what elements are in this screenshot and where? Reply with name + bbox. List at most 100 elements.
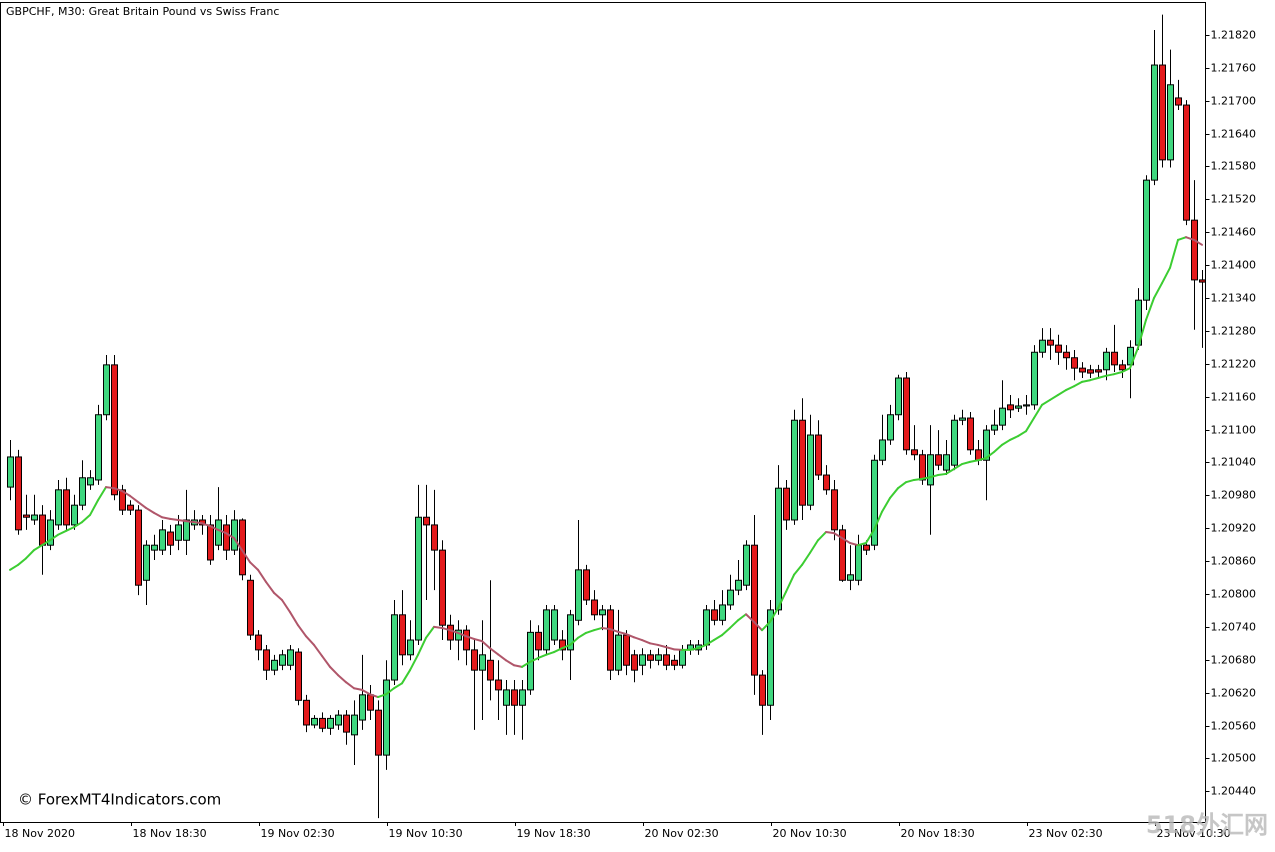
ma-segment — [121, 489, 131, 497]
candle-body — [895, 377, 902, 416]
candle-body — [1103, 351, 1110, 371]
candle-body — [927, 454, 934, 486]
ma-segment — [1121, 367, 1131, 373]
ma-segment — [1113, 370, 1123, 376]
ma-segment — [537, 653, 547, 660]
y-tick-label: 1.21580 — [1211, 160, 1257, 173]
ma-segment — [177, 518, 187, 523]
candle-body — [1007, 404, 1014, 411]
candle-body — [39, 514, 46, 546]
candle-body — [391, 614, 398, 681]
candle-body — [903, 377, 910, 451]
ma-segment — [481, 640, 491, 650]
ma-segment — [857, 542, 867, 547]
ma-segment — [457, 631, 467, 638]
candle-body — [879, 439, 886, 461]
candle-body — [727, 589, 734, 606]
candle-body — [1023, 404, 1030, 407]
ma-segment — [529, 657, 539, 663]
ma-segment — [793, 563, 803, 576]
candle-body — [575, 569, 582, 621]
ma-segment — [649, 642, 659, 646]
y-tick-label: 1.20860 — [1211, 555, 1257, 568]
candle-body — [751, 544, 758, 676]
candle-body — [343, 714, 350, 733]
candle-body — [1199, 279, 1206, 283]
candle-body — [119, 489, 126, 511]
ma-segment — [497, 653, 507, 662]
ma-segment — [89, 499, 99, 517]
candle-body — [559, 639, 566, 651]
ma-segment — [209, 525, 219, 531]
ma-segment — [569, 636, 579, 646]
candle-body — [303, 699, 310, 726]
y-tick-label: 1.21280 — [1211, 325, 1257, 338]
candle-body — [1063, 351, 1070, 359]
candle-body — [23, 514, 30, 518]
ma-segment — [241, 549, 251, 564]
candle-body — [607, 609, 614, 671]
ma-segment — [361, 688, 371, 696]
ma-segment — [761, 620, 771, 632]
ma-segment — [1185, 236, 1195, 241]
candle-body — [375, 709, 382, 756]
ma-segment — [297, 624, 307, 638]
ma-segment — [321, 654, 331, 668]
candle-body — [231, 519, 238, 551]
ma-segment — [865, 528, 875, 545]
candle-body — [447, 624, 454, 641]
candle-body — [783, 487, 790, 521]
ma-segment — [1041, 398, 1051, 406]
candle-body — [15, 456, 22, 531]
x-tick-label: 20 Nov 10:30 — [773, 827, 847, 840]
ma-segment — [57, 529, 67, 536]
ma-segment — [1081, 379, 1091, 383]
candle-body — [991, 424, 998, 431]
ma-segment — [1193, 238, 1203, 246]
candle-body — [1047, 339, 1054, 346]
ma-segment — [625, 632, 635, 639]
ma-segment — [169, 517, 179, 521]
candle-body — [959, 417, 966, 421]
ma-segment — [801, 551, 811, 566]
candle-body — [631, 654, 638, 671]
candle-body — [567, 614, 574, 651]
ma-segment — [1145, 296, 1155, 321]
candle-body — [759, 674, 766, 706]
ma-segment — [153, 511, 163, 519]
candle-body — [71, 504, 78, 526]
candle-body — [295, 651, 302, 701]
ma-segment — [465, 635, 475, 640]
ma-segment — [665, 646, 675, 651]
ma-segment — [73, 521, 83, 529]
ma-segment — [225, 532, 235, 540]
y-tick-label: 1.21220 — [1211, 358, 1257, 371]
ma-segment — [137, 500, 147, 509]
candle-body — [839, 529, 846, 581]
candle-body — [143, 544, 150, 581]
ma-segment — [81, 514, 91, 524]
ma-segment — [769, 607, 779, 623]
ma-segment — [1073, 380, 1083, 388]
candle-body — [359, 694, 366, 721]
ma-segment — [937, 472, 947, 477]
candle-body — [767, 609, 774, 706]
candle-body — [471, 649, 478, 671]
candle-body — [743, 544, 750, 586]
candle-body — [7, 456, 14, 488]
y-tick-label: 1.20800 — [1211, 588, 1257, 601]
candle-body — [95, 414, 102, 481]
y-tick-label: 1.21340 — [1211, 292, 1257, 305]
candle-body — [79, 477, 86, 506]
ma-segment — [1161, 266, 1171, 285]
ma-segment — [289, 611, 299, 627]
ma-segment — [97, 486, 107, 502]
ma-segment — [25, 549, 35, 560]
candle-body — [639, 654, 646, 666]
candle-body — [591, 599, 598, 616]
y-tick-label: 1.20440 — [1211, 785, 1257, 798]
candle-body — [31, 514, 38, 521]
candle-body — [1183, 104, 1190, 221]
